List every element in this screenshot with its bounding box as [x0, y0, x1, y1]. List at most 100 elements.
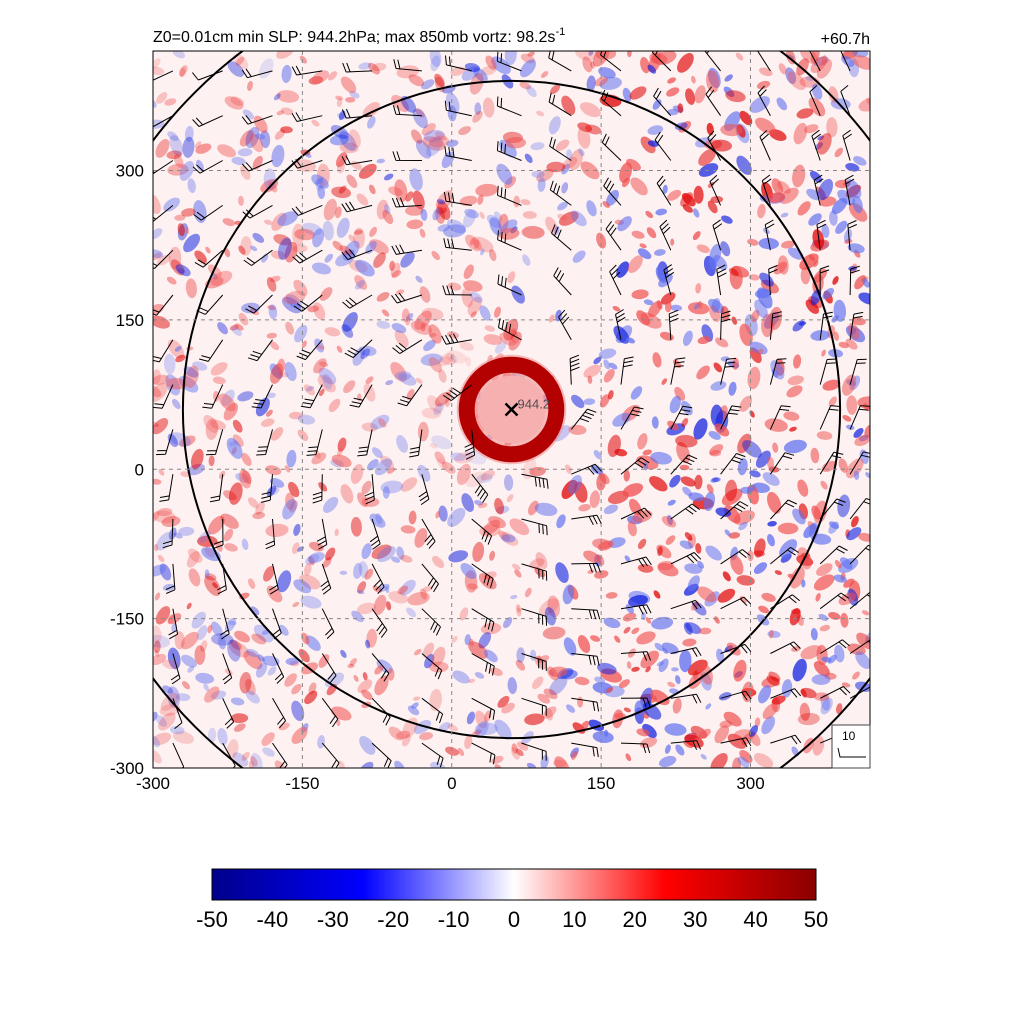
- vorticity-blob: [834, 147, 844, 158]
- wind-barb: [421, 563, 439, 593]
- vorticity-blob: [224, 668, 233, 676]
- wind-barb: [615, 309, 626, 340]
- vorticity-blob: [534, 502, 558, 517]
- vorticity-blob: [574, 481, 588, 503]
- vorticity-blob: [405, 205, 424, 216]
- vorticity-blob: [811, 674, 831, 685]
- wind-barb: [159, 474, 174, 502]
- vorticity-blob: [398, 373, 417, 386]
- vorticity-blob: [412, 108, 428, 129]
- vorticity-blob: [380, 480, 404, 494]
- vorticity-blob: [241, 453, 252, 466]
- vorticity-blob: [245, 126, 260, 149]
- vorticity-blob: [497, 695, 510, 708]
- vorticity-blob: [331, 186, 352, 199]
- vorticity-blob: [472, 236, 494, 253]
- wind-barb: [349, 384, 373, 408]
- vorticity-blob: [423, 129, 445, 143]
- vorticity-blob: [840, 612, 849, 628]
- vorticity-blob: [698, 148, 716, 166]
- vorticity-blob: [195, 143, 212, 154]
- vorticity-blob: [478, 573, 497, 590]
- vorticity-blob: [436, 458, 448, 471]
- vorticity-blob: [605, 592, 618, 599]
- vorticity-blob: [405, 191, 414, 202]
- vorticity-blob: [434, 391, 452, 407]
- vorticity-blob: [472, 110, 483, 123]
- vorticity-blob: [684, 563, 703, 574]
- wind-barb: [840, 85, 851, 116]
- vorticity-blob: [450, 452, 466, 462]
- vorticity-blob: [856, 632, 870, 650]
- vorticity-blob: [480, 470, 495, 481]
- vorticity-blob: [353, 675, 359, 682]
- vorticity-blob: [761, 716, 776, 735]
- vorticity-blob: [536, 168, 554, 183]
- vorticity-blob: [494, 341, 507, 354]
- vorticity-blob: [234, 630, 251, 643]
- wind-barb: [761, 174, 772, 206]
- vorticity-blob: [153, 640, 161, 653]
- vorticity-blob: [649, 476, 668, 492]
- y-tick-label: -150: [110, 610, 144, 629]
- vorticity-blob: [241, 302, 261, 314]
- colorbar-tick-label: -50: [196, 907, 228, 932]
- vorticity-blob: [646, 227, 657, 239]
- wind-barb: [659, 219, 672, 251]
- vorticity-blob: [847, 243, 865, 254]
- vorticity-blob: [695, 283, 702, 294]
- wind-barb: [391, 197, 422, 208]
- vorticity-blob: [181, 654, 197, 668]
- vorticity-blob: [822, 287, 835, 300]
- vorticity-blob: [821, 224, 830, 238]
- vorticity-blob: [349, 658, 357, 666]
- wind-barb: [757, 51, 771, 72]
- vorticity-blob: [570, 750, 578, 760]
- vorticity-blob: [374, 458, 392, 476]
- vorticity-blob: [194, 645, 206, 665]
- wind-barb: [342, 294, 373, 309]
- vorticity-blob: [747, 238, 759, 246]
- wind-barb: [170, 653, 181, 685]
- vorticity-blob: [445, 350, 467, 364]
- plot-frame: [152, 50, 871, 769]
- vorticity-blob: [430, 761, 446, 768]
- wind-barb: [849, 451, 870, 475]
- vorticity-blob: [359, 761, 374, 768]
- vorticity-blob: [705, 703, 712, 710]
- vorticity-blob: [408, 74, 425, 87]
- vorticity-blob: [797, 712, 820, 726]
- vorticity-blob: [420, 208, 428, 221]
- wind-barb: [498, 318, 522, 341]
- vorticity-blob: [342, 312, 358, 332]
- vorticity-blob: [414, 528, 428, 548]
- vorticity-blob: [758, 685, 772, 704]
- vorticity-blob: [625, 604, 635, 614]
- vorticity-blob: [313, 358, 327, 374]
- axis-ticks: -300 -150 0 150 300 300 150 0 -150 -300: [110, 162, 765, 794]
- wind-barb: [670, 357, 686, 385]
- wind-barb: [849, 498, 870, 520]
- vorticity-blob: [293, 523, 301, 536]
- wind-barb: [168, 608, 179, 640]
- vorticity-blob: [507, 271, 516, 284]
- vorticity-blob: [465, 356, 472, 367]
- vorticity-blob: [532, 676, 544, 690]
- vorticity-blob: [810, 56, 827, 73]
- vorticity-blob: [298, 649, 310, 663]
- vorticity-blob: [419, 228, 426, 238]
- vorticity-blob: [542, 626, 566, 640]
- vorticity-blob: [766, 456, 775, 470]
- vorticity-blob: [536, 110, 545, 117]
- vorticity-blob: [851, 317, 866, 326]
- vorticity-blob: [809, 170, 823, 183]
- vorticity-blob: [207, 264, 222, 278]
- vorticity-blob: [515, 748, 524, 757]
- vorticity-blob: [469, 291, 483, 303]
- vorticity-blob: [531, 170, 545, 178]
- x-tick-label: 300: [736, 774, 764, 793]
- vorticity-blob: [304, 690, 318, 705]
- vorticity-blob: [556, 514, 566, 529]
- wind-barb: [341, 248, 373, 260]
- vorticity-blob: [273, 234, 291, 246]
